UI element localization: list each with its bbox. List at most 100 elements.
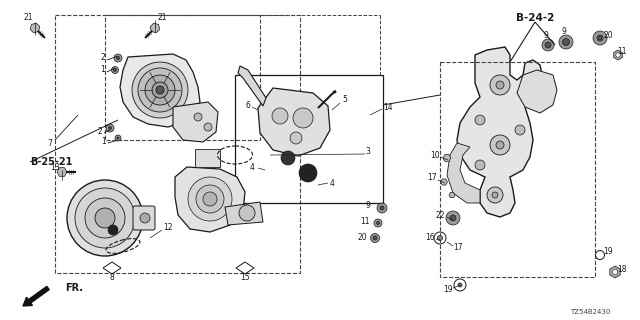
Polygon shape — [449, 192, 455, 197]
Text: FR.: FR. — [65, 283, 83, 293]
Circle shape — [616, 53, 620, 57]
Circle shape — [487, 187, 503, 203]
Polygon shape — [175, 167, 245, 232]
Text: 19: 19 — [603, 247, 613, 257]
Text: 11: 11 — [617, 47, 627, 57]
Text: 21: 21 — [23, 13, 33, 22]
Text: 9: 9 — [365, 201, 371, 210]
Circle shape — [490, 135, 510, 155]
Text: TZ54B2430: TZ54B2430 — [570, 309, 610, 315]
Circle shape — [515, 125, 525, 135]
Text: 9: 9 — [561, 28, 566, 36]
Circle shape — [203, 192, 217, 206]
Text: 20: 20 — [603, 30, 613, 39]
Circle shape — [458, 283, 462, 287]
Circle shape — [612, 269, 618, 275]
Circle shape — [75, 188, 135, 248]
Circle shape — [290, 132, 302, 144]
Polygon shape — [258, 88, 330, 156]
Circle shape — [545, 42, 551, 48]
Text: 8: 8 — [109, 274, 115, 283]
Circle shape — [132, 62, 188, 118]
Text: 1: 1 — [100, 66, 106, 75]
Circle shape — [95, 208, 115, 228]
Circle shape — [542, 39, 554, 51]
Circle shape — [374, 219, 382, 227]
Circle shape — [115, 135, 121, 141]
Circle shape — [272, 108, 288, 124]
Circle shape — [194, 113, 202, 121]
FancyArrow shape — [23, 286, 49, 306]
Text: 18: 18 — [617, 266, 627, 275]
Circle shape — [377, 203, 387, 213]
Circle shape — [85, 198, 125, 238]
Circle shape — [196, 185, 224, 213]
Polygon shape — [195, 149, 220, 167]
Circle shape — [373, 236, 377, 240]
Text: 9: 9 — [543, 30, 548, 39]
Circle shape — [138, 68, 182, 112]
Circle shape — [438, 236, 442, 241]
Polygon shape — [120, 54, 200, 127]
FancyBboxPatch shape — [133, 206, 155, 230]
Polygon shape — [30, 23, 40, 33]
Text: 10: 10 — [430, 150, 440, 159]
Text: 1: 1 — [102, 138, 106, 147]
Text: 6: 6 — [246, 100, 250, 109]
Circle shape — [559, 35, 573, 49]
Circle shape — [475, 160, 485, 170]
Circle shape — [299, 164, 317, 182]
Text: 11: 11 — [360, 218, 370, 227]
Text: 21: 21 — [157, 13, 167, 22]
Circle shape — [109, 126, 111, 130]
Polygon shape — [614, 50, 622, 60]
Text: 17: 17 — [427, 173, 437, 182]
Polygon shape — [440, 179, 447, 185]
Circle shape — [152, 82, 168, 98]
Text: 4: 4 — [250, 164, 255, 172]
Circle shape — [496, 141, 504, 149]
Circle shape — [380, 206, 384, 210]
Text: 7: 7 — [47, 139, 52, 148]
Circle shape — [376, 221, 380, 225]
Circle shape — [111, 67, 118, 74]
Polygon shape — [238, 66, 266, 106]
Circle shape — [450, 215, 456, 221]
Circle shape — [116, 57, 120, 60]
Circle shape — [145, 75, 175, 105]
Circle shape — [496, 81, 504, 89]
Circle shape — [114, 54, 122, 62]
Bar — [105, 15, 260, 140]
Text: 14: 14 — [383, 102, 393, 111]
Text: B-24-2: B-24-2 — [516, 13, 554, 23]
Bar — [440, 62, 595, 277]
Circle shape — [492, 192, 498, 198]
Polygon shape — [225, 202, 263, 225]
Text: B-25-21: B-25-21 — [30, 157, 72, 167]
Circle shape — [475, 115, 485, 125]
Polygon shape — [57, 168, 67, 176]
Text: 3: 3 — [365, 148, 371, 156]
Text: 19: 19 — [443, 285, 453, 294]
Text: 15: 15 — [240, 274, 250, 283]
Circle shape — [67, 180, 143, 256]
Text: 2: 2 — [100, 53, 106, 62]
Polygon shape — [173, 102, 218, 142]
Circle shape — [156, 86, 164, 94]
Polygon shape — [457, 47, 543, 217]
Text: 16: 16 — [425, 233, 435, 242]
Polygon shape — [443, 155, 451, 162]
Circle shape — [113, 68, 116, 71]
Bar — [55, 15, 300, 273]
Circle shape — [593, 31, 607, 45]
Bar — [235, 75, 383, 203]
Circle shape — [117, 137, 119, 139]
Circle shape — [598, 36, 602, 40]
Text: 22: 22 — [435, 211, 445, 220]
Text: 17: 17 — [453, 244, 463, 252]
Polygon shape — [517, 70, 557, 113]
Circle shape — [490, 75, 510, 95]
Polygon shape — [610, 266, 620, 278]
Polygon shape — [150, 23, 160, 33]
Circle shape — [204, 123, 212, 131]
